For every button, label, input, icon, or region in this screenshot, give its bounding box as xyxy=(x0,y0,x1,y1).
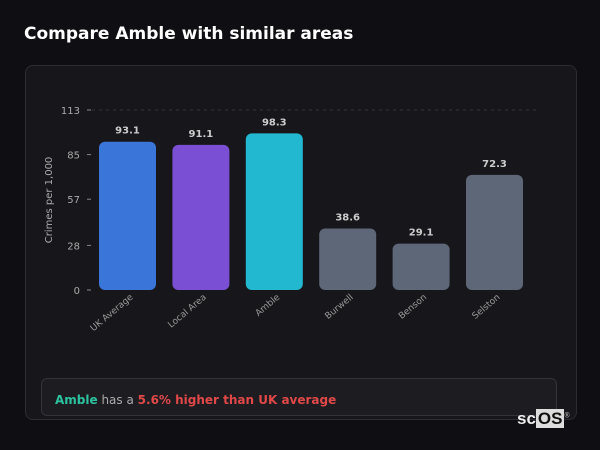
bar xyxy=(245,133,303,290)
x-tick-label: Amble xyxy=(254,292,283,318)
scos-logo: sc OS ® xyxy=(517,409,570,428)
y-tick-label: 0 xyxy=(74,286,80,297)
y-tick-label: 57 xyxy=(67,195,80,206)
bar xyxy=(99,141,156,290)
x-tick-label: Selston xyxy=(471,293,503,322)
x-tick-label: UK Average xyxy=(89,292,136,334)
summary-area: Amble xyxy=(55,393,98,407)
summary-comparison: 5.6% higher than UK average xyxy=(137,393,337,407)
data-label: 91.1 xyxy=(189,129,214,140)
data-label: 93.1 xyxy=(115,126,140,137)
bar xyxy=(466,174,523,290)
comparison-summary: Amble has a 5.6% higher than UK average xyxy=(41,378,557,416)
summary-text: has a xyxy=(97,393,138,407)
y-axis-label: Crimes per 1,000 xyxy=(44,157,55,244)
data-label: 98.3 xyxy=(262,117,287,128)
y-tick-label: 28 xyxy=(67,241,80,252)
y-tick-label: 113 xyxy=(61,106,80,117)
x-tick-label: Benson xyxy=(397,293,429,322)
data-label: 38.6 xyxy=(335,213,360,224)
y-tick-label: 85 xyxy=(67,151,80,162)
data-label: 72.3 xyxy=(482,159,507,170)
x-tick-label: Burwell xyxy=(324,293,356,322)
page-title: Compare Amble with similar areas xyxy=(24,24,354,44)
bar xyxy=(172,144,230,290)
bar xyxy=(319,228,377,290)
x-tick-label: Local Area xyxy=(166,293,208,331)
bar xyxy=(392,243,450,290)
data-label: 29.1 xyxy=(409,228,434,239)
